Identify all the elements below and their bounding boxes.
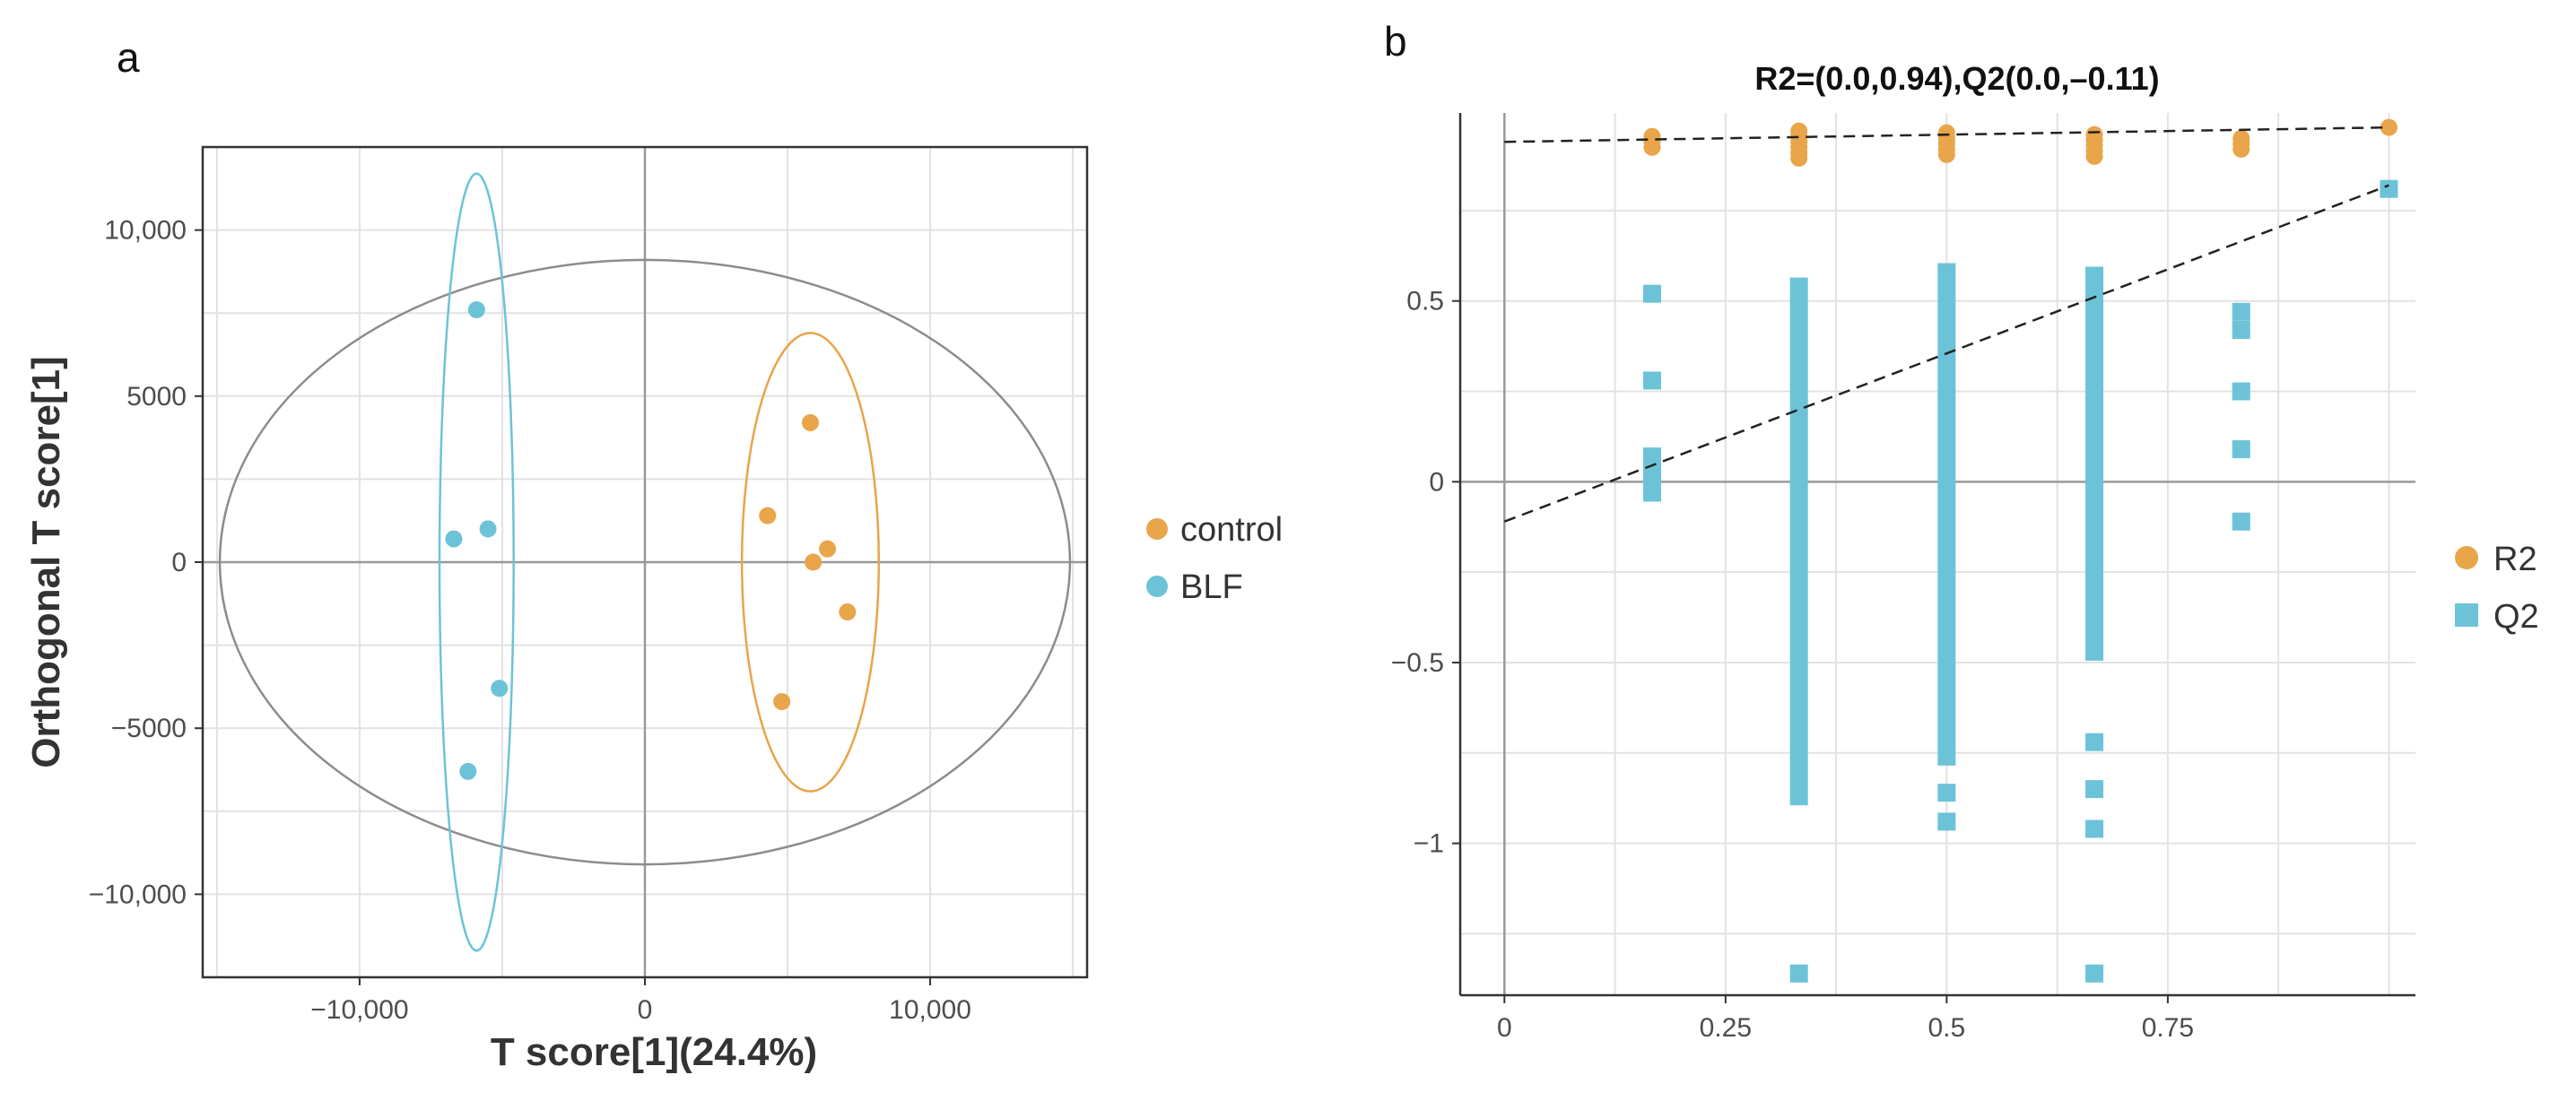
point-r2 xyxy=(1937,145,1955,163)
point-control xyxy=(819,540,837,558)
chart-b: 0 0.25 0.5 0.75 −1 −0.5 0 0.5 xyxy=(1391,113,2415,1043)
point-blf xyxy=(479,520,497,538)
legend-label-blf: BLF xyxy=(1180,568,1243,606)
legend-marker-r2 xyxy=(2455,546,2478,569)
legend-marker-blf xyxy=(1146,576,1168,597)
point-r2 xyxy=(2085,147,2103,165)
y-tick-label: −1 xyxy=(1414,829,1444,859)
point-q2 xyxy=(2085,819,2104,838)
q2-column xyxy=(2085,266,2104,661)
point-q2 xyxy=(2085,733,2104,751)
legend-b: R2 Q2 xyxy=(2455,541,2539,636)
x-tick-label: 0.25 xyxy=(1700,1013,1752,1043)
point-blf xyxy=(467,300,485,318)
point-q2 xyxy=(2085,964,2104,983)
regression-line-q2 xyxy=(1503,184,2389,523)
x-tick-label: 0 xyxy=(638,995,653,1025)
legend-label-r2: R2 xyxy=(2493,541,2537,578)
point-q2 xyxy=(2085,780,2104,799)
y-tick-label: 0.5 xyxy=(1406,287,1444,316)
point-blf xyxy=(445,530,463,548)
x-tick-label: 10,000 xyxy=(889,995,971,1025)
legend-label-control: control xyxy=(1180,511,1283,549)
q2-column xyxy=(1937,263,1956,766)
point-q2 xyxy=(2232,382,2250,401)
y-tick-label: 0 xyxy=(171,548,187,577)
point-q2 xyxy=(2380,179,2398,198)
point-r2 xyxy=(2380,118,2398,136)
ellipse-total xyxy=(218,258,1072,866)
point-q2 xyxy=(1789,964,1808,983)
y-tick-label: −10,000 xyxy=(89,880,187,909)
point-q2 xyxy=(1642,469,1661,488)
legend-label-q2: Q2 xyxy=(2493,598,2539,636)
point-q2 xyxy=(1937,812,1956,831)
point-r2 xyxy=(1790,149,1808,167)
y-axis-title: Orthogonal T score[1] xyxy=(24,356,68,768)
x-tick-label: −10,000 xyxy=(310,995,408,1025)
panel-label-a: a xyxy=(117,34,140,81)
x-axis-title: T score[1](24.4%) xyxy=(491,1030,817,1074)
point-control xyxy=(759,507,777,524)
regression-line-r2 xyxy=(1504,126,2389,143)
point-q2 xyxy=(2232,320,2250,339)
point-r2 xyxy=(2232,140,2250,158)
point-q2 xyxy=(2232,302,2250,321)
y-tick-label: 10,000 xyxy=(104,216,187,246)
x-tick-label: 0.5 xyxy=(1928,1013,1966,1043)
x-tick-label: 0 xyxy=(1497,1013,1512,1043)
legend-marker-q2 xyxy=(2455,603,2478,627)
legend-a: control BLF xyxy=(1146,511,1283,606)
y-tick-label: −0.5 xyxy=(1391,648,1444,678)
point-control xyxy=(773,693,791,711)
ellipse-control xyxy=(740,332,881,793)
y-tick-label: 0 xyxy=(1429,467,1444,497)
legend-marker-control xyxy=(1146,518,1168,540)
x-tick-label: 0.75 xyxy=(2142,1013,2194,1043)
point-control xyxy=(805,553,822,571)
point-q2 xyxy=(1642,371,1661,390)
point-q2 xyxy=(2232,440,2250,459)
point-control xyxy=(801,413,819,431)
q2-column xyxy=(1789,277,1808,806)
point-blf xyxy=(491,680,509,698)
ellipse-blf xyxy=(438,172,515,952)
chart-a: −10,000 0 10,000 −10,000 −5000 0 5000 10,000 T s… xyxy=(24,145,1089,1074)
point-q2 xyxy=(1937,784,1956,802)
y-tick-label: −5000 xyxy=(111,714,187,743)
point-q2 xyxy=(2232,512,2250,531)
point-q2 xyxy=(1642,483,1661,502)
panel-label-b: b xyxy=(1384,18,1407,65)
point-blf xyxy=(459,762,477,780)
point-control xyxy=(839,603,857,621)
chart-b-title: R2=(0.0,0.94),Q2(0.0,–0.11) xyxy=(1754,60,2159,97)
point-q2 xyxy=(1642,284,1661,303)
y-tick-label: 5000 xyxy=(126,382,187,412)
point-r2 xyxy=(1643,138,1661,156)
